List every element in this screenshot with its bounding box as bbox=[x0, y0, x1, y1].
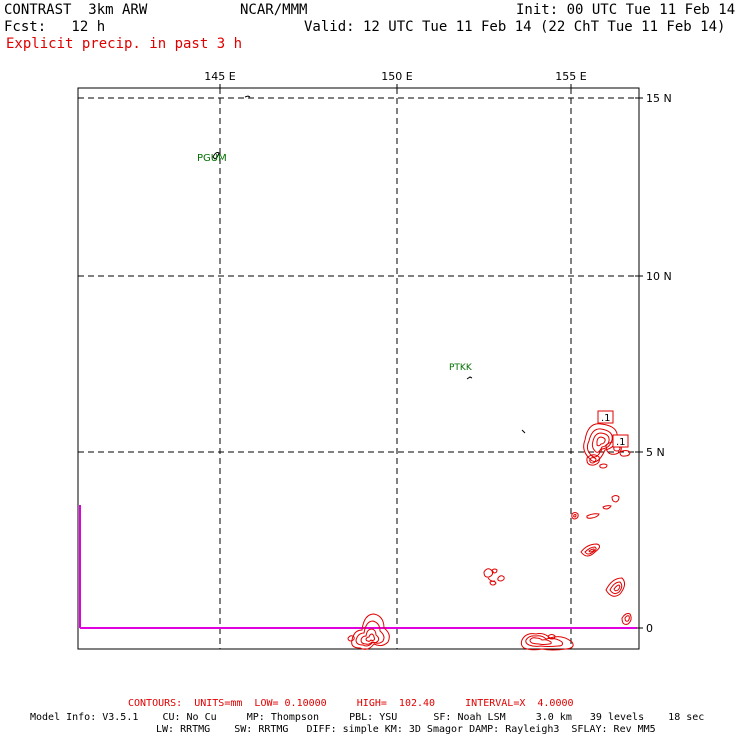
init-time: Init: 00 UTC Tue 11 Feb 14 bbox=[516, 2, 736, 18]
graticule bbox=[78, 88, 639, 649]
contour-value-label-2: .1 bbox=[616, 437, 626, 448]
model-title: CONTRAST 3km ARW bbox=[4, 2, 148, 18]
field-title: Explicit precip. in past 3 h bbox=[6, 36, 243, 52]
model-info-line-1: Model Info: V3.5.1 CU: No Cu MP: Thompso… bbox=[30, 712, 705, 723]
island-small bbox=[521, 429, 526, 434]
contour-label-box-2 bbox=[612, 434, 629, 448]
valid-time: Valid: 12 UTC Tue 11 Feb 14 (22 ChT Tue … bbox=[304, 19, 726, 35]
contour-label-box-1 bbox=[597, 410, 614, 424]
lat-label-15n: 15 N bbox=[646, 92, 672, 105]
contour-cluster-150e bbox=[347, 613, 390, 650]
coastlines bbox=[212, 95, 526, 434]
forecast-hour: Fcst: 12 h bbox=[4, 19, 106, 35]
lon-label-145e: 145 E bbox=[204, 70, 235, 83]
organization: NCAR/MMM bbox=[240, 2, 308, 18]
model-info-line-2: LW: RRTMG SW: RRTMG DIFF: simple KM: 3D … bbox=[156, 724, 656, 735]
island-chuuk bbox=[466, 376, 473, 380]
lat-label-5n: 5 N bbox=[646, 446, 665, 459]
station-label-pgum: PGUM bbox=[197, 153, 227, 164]
contour-cluster-east-mid bbox=[483, 495, 632, 625]
lat-label-10n: 10 N bbox=[646, 270, 672, 283]
contour-cluster-154e bbox=[520, 633, 574, 651]
island-guam bbox=[212, 152, 220, 160]
contour-value-label-1: .1 bbox=[601, 413, 611, 424]
precip-contours bbox=[347, 410, 632, 651]
domain-boundary bbox=[79, 505, 637, 629]
island-north bbox=[244, 95, 251, 98]
lon-label-150e: 150 E bbox=[381, 70, 412, 83]
lat-label-0: 0 bbox=[646, 622, 653, 635]
tick-marks bbox=[219, 84, 643, 629]
map-frame bbox=[77, 87, 640, 650]
contour-info: CONTOURS: UNITS=mm LOW= 0.10000 HIGH= 10… bbox=[128, 698, 574, 709]
lon-label-155e: 155 E bbox=[555, 70, 586, 83]
station-label-ptkk: PTKK bbox=[449, 363, 473, 373]
